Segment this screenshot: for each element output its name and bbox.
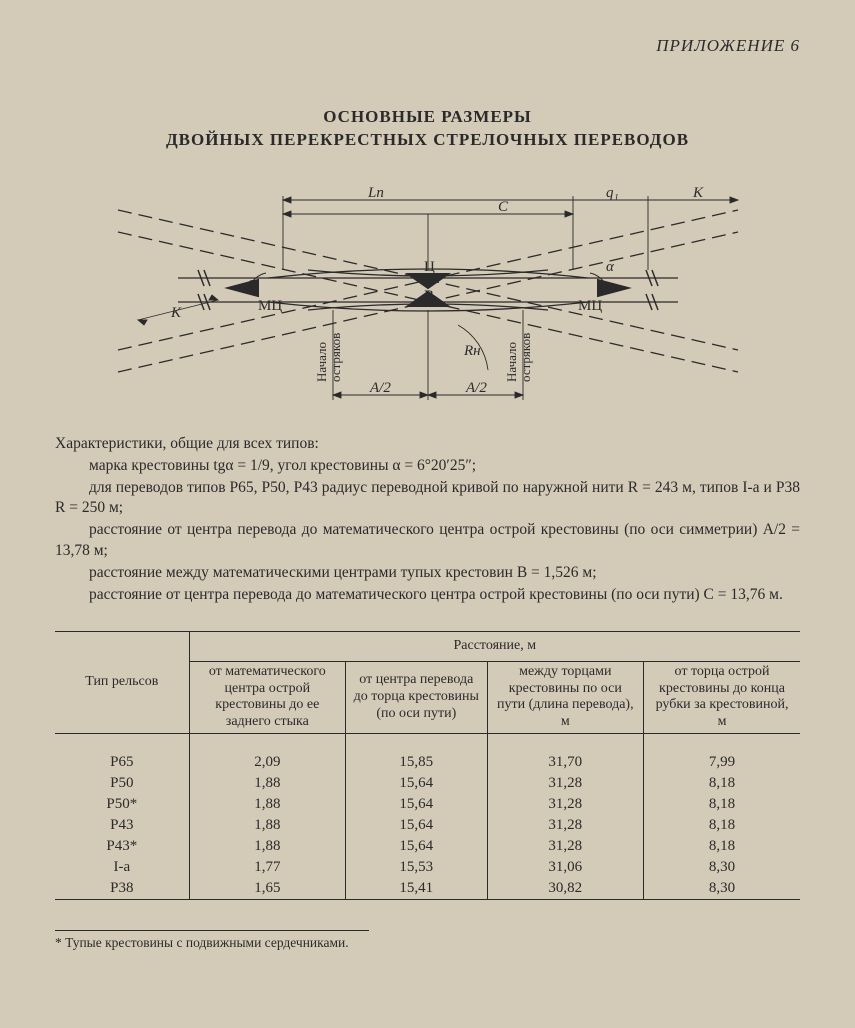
label-K: K	[692, 185, 704, 201]
col-3: между торцами крестовины по оси пути (дл…	[487, 661, 643, 733]
label-ostr-l: остряков	[328, 333, 343, 382]
dimensions-table: Тип рельсов Расстояние, м от математичес…	[55, 631, 800, 900]
label-A2-l: A/2	[369, 380, 391, 396]
label-K2: K	[170, 305, 182, 321]
switch-diagram: Lп C q₁ K K α α МЦ МЦ Ц B Rн A/2 A/2 Нач…	[108, 170, 748, 420]
table-row: Р431,8815,6431,288,18	[55, 815, 800, 836]
label-Ln: Lп	[367, 185, 384, 201]
col-1: от математического центра острой крестов…	[189, 661, 345, 733]
label-Ts: Ц	[424, 259, 435, 275]
para-4: расстояние от центра перевода до математ…	[55, 520, 800, 560]
label-Rn: Rн	[463, 343, 481, 359]
table-row: Р652,0915,8531,707,99	[55, 752, 800, 773]
label-nachalo-l: Начало	[314, 342, 329, 382]
col-2: от центра перевода до торца крестовины (…	[346, 661, 488, 733]
title-line-1: ОСНОВНЫЕ РАЗМЕРЫ	[323, 107, 532, 126]
col-rail-type: Тип рельсов	[55, 632, 189, 734]
table-row: Р381,6515,4130,828,30	[55, 878, 800, 900]
label-MC-l: МЦ	[258, 298, 282, 314]
title-line-2: ДВОЙНЫХ ПЕРЕКРЕСТНЫХ СТРЕЛОЧНЫХ ПЕРЕВОДО…	[166, 130, 689, 149]
label-nachalo-r: Начало	[504, 342, 519, 382]
label-MC-r: МЦ	[578, 298, 602, 314]
para-3: для переводов типов Р65, Р50, Р43 радиус…	[55, 478, 800, 518]
table-row: I-а1,7715,5331,068,30	[55, 857, 800, 878]
label-A2-r: A/2	[465, 380, 487, 396]
para-1: Характеристики, общие для всех типов:	[55, 434, 800, 454]
table-row: Р501,8815,6431,288,18	[55, 773, 800, 794]
col-group: Расстояние, м	[189, 632, 800, 662]
table-row: Р43*1,8815,6431,288,18	[55, 836, 800, 857]
label-ostr-r: остряков	[518, 333, 533, 382]
col-4: от торца острой крестовины до конца рубк…	[644, 661, 800, 733]
label-alpha-r: α	[606, 259, 615, 275]
label-q1: q₁	[606, 185, 619, 201]
label-C: C	[498, 199, 509, 215]
label-B: B	[424, 288, 434, 304]
table-row: Р50*1,8815,6431,288,18	[55, 794, 800, 815]
para-6: расстояние от центра перевода до математ…	[55, 585, 800, 605]
para-2: марка крестовины tgα = 1/9, угол крестов…	[55, 456, 800, 476]
body-text: Характеристики, общие для всех типов: ма…	[55, 434, 800, 605]
appendix-label: ПРИЛОЖЕНИЕ 6	[55, 36, 800, 56]
label-alpha-l: α	[248, 275, 257, 291]
footnote: * Тупые крестовины с подвижными сердечни…	[55, 930, 369, 951]
para-5: расстояние между математическими центрам…	[55, 563, 800, 583]
page-title: ОСНОВНЫЕ РАЗМЕРЫ ДВОЙНЫХ ПЕРЕКРЕСТНЫХ СТ…	[55, 106, 800, 152]
